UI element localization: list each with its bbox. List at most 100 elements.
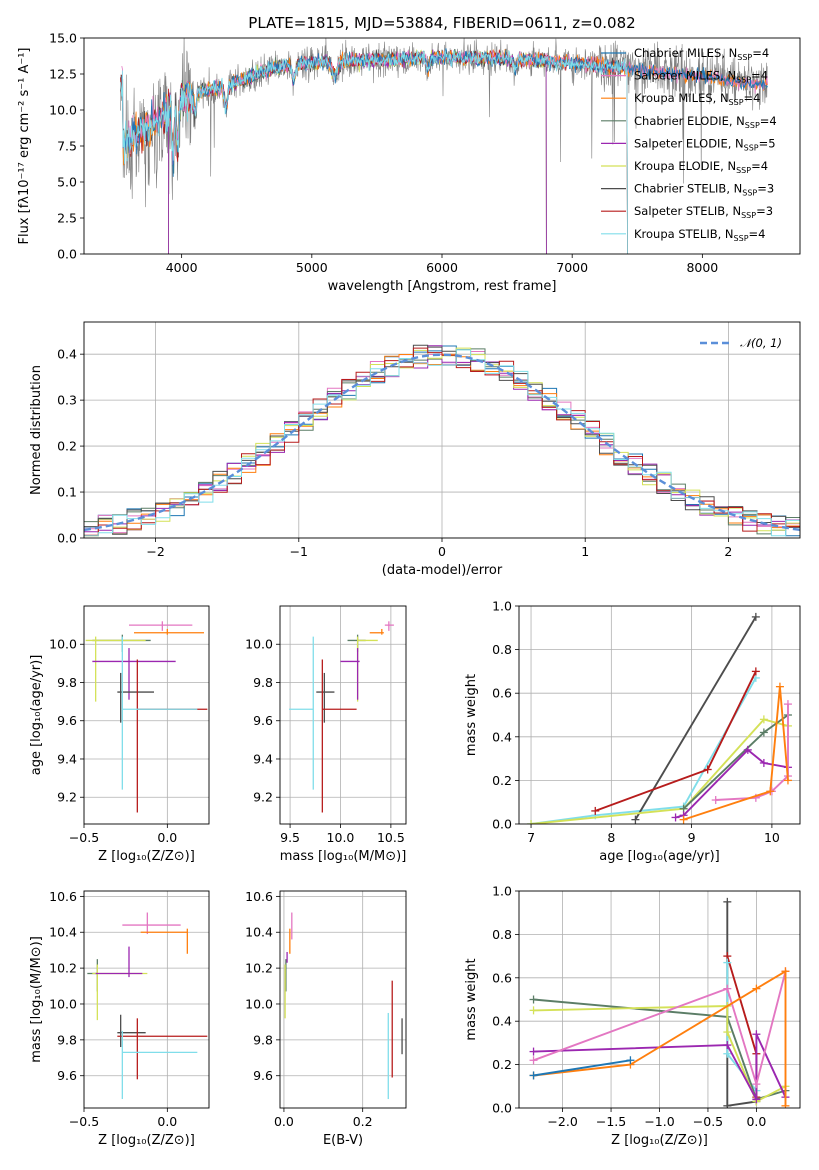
x-tick-label: −0.5 [69,1114,99,1129]
y-axis-label: mass [log₁₀(M/M⊙)] [29,936,44,1063]
x-tick-label: 9.5 [280,830,300,845]
x-tick-label: 10.0 [327,830,355,845]
errorbar-chabrier_stelib [117,1014,146,1048]
y-tick-label: 9.6 [57,713,77,728]
y-tick-label: 0.8 [492,927,512,942]
x-tick-label: 10 [764,830,780,845]
x-axis-label: Z [log₁₀(Z/Z⊙)] [611,1133,708,1148]
x-tick-label: 10.5 [377,830,405,845]
x-tick-label: −1 [290,544,308,559]
series-salpeter_stelib [591,667,760,815]
legend-entry: Salpeter ELODIE, NSSP=5 [634,136,776,152]
x-tick-label: 0 [438,544,446,559]
x-axis-label: age [log₁₀(age/yr)] [599,849,720,864]
y-tick-label: 10.0 [245,996,273,1011]
x-tick-label: −1.5 [596,1114,626,1129]
y-tick-label: 9.8 [57,1032,77,1047]
y-tick-label: 10.2 [49,961,77,976]
series-kroupa_stelib [723,958,761,1095]
errorbar-salpeter_stelib [321,659,357,813]
axes-spectrum: 4000 5000 6000 7000 8000 0.0 2.5 5.0 7.5 10.0 12.5… [17,31,801,294]
legend-entry: 𝒩(0, 1) [740,336,782,350]
errorbar-kroupa_elodie [85,636,146,702]
axes-age_vs_mass: 9.5 10.0 10.5 9.2 9.4 9.6 9.8 10.0 mass [log₁₀(M… [245,605,407,864]
x-tick-label: 4000 [166,260,198,275]
x-tick-label: 8 [607,830,615,845]
axes-mass_vs_ebv: 0.0 0.2 9.6 9.8 10.0 10.2 10.4 10.6 E(B-V) [245,889,407,1148]
y-tick-label: 9.6 [57,1068,77,1083]
y-tick-label: 0.0 [57,247,77,262]
plot-area-weight_vs_age [519,606,800,824]
errorbar-kroupa_stelib [121,636,198,790]
axes-frame [518,605,801,825]
legend-entry: Kroupa ELODIE, NSSP=4 [634,159,768,175]
x-tick-label: 0.0 [157,830,177,845]
axes-age_vs_Z: −0.5 0.0 9.2 9.4 9.6 9.8 10.0 Z [log₁₀(Z/Z⊙)] ag… [29,605,210,864]
errorbar-salpeter_miles [384,621,394,631]
x-tick-label: −0.5 [693,1114,723,1129]
y-tick-label: 0.1 [57,485,77,500]
x-tick-label: 0.0 [274,1114,294,1129]
y-axis-label: Flux [fλ10⁻¹⁷ erg cm⁻² s⁻¹ A⁻¹] [17,48,32,245]
legend-entry: Chabrier MILES, NSSP=4 [634,46,769,62]
y-tick-label: 0.6 [492,970,512,985]
series-chabrier_miles [529,1056,635,1080]
y-tick-label: 10.0 [49,996,77,1011]
series-line [533,971,787,1088]
y-tick-label: 0.4 [57,347,77,362]
axes-frame [518,890,801,1109]
errorbar-kroupa_stelib [121,1030,198,1100]
y-tick-label: 0.4 [492,1014,512,1029]
y-tick-label: 9.4 [253,751,273,766]
y-tick-label: 9.6 [253,1068,273,1083]
y-tick-label: 0.2 [57,439,77,454]
y-tick-label: 0.4 [492,729,512,744]
errorbar-kroupa_miles [369,628,384,635]
axes-weight_vs_Z: −2.0 −1.5 −1.0 −0.5 0.0 0.0 0.2 0.4 0.6 0.8 1.0 Z [… [464,884,801,1148]
legend-entry: Chabrier STELIB, NSSP=3 [634,182,774,198]
errorbar-salpeter_elodie [92,648,176,700]
x-tick-label: 0.0 [746,1114,766,1129]
errorbar-chabrier_elodie [87,959,98,992]
y-tick-label: 12.5 [49,67,77,82]
x-tick-label: 2 [724,544,732,559]
y-axis-label: mass weight [464,958,479,1040]
errorbar-kroupa_stelib [289,636,314,790]
plot-area-weight_vs_Z [519,891,800,1108]
axes-weight_vs_age: 7 8 9 10 0.0 0.2 0.4 0.6 0.8 1.0 age [log₁₀(age/yr… [464,599,801,864]
series-chabrier_stelib [631,612,760,824]
x-axis-label: Z [log₁₀(Z/Z⊙)] [98,1133,195,1148]
plot-area-age_vs_mass [280,606,406,824]
series-line [683,686,789,821]
errorbar-kroupa_miles [140,928,188,954]
x-tick-label: 7000 [556,260,588,275]
x-tick-label: −2 [146,544,164,559]
series-kroupa_elodie [527,715,792,824]
y-tick-label: 7.5 [57,139,77,154]
series-line [530,677,757,824]
plot-area-mass_vs_ebv [280,891,406,1108]
y-tick-label: 0.2 [492,773,512,788]
series-kroupa_miles [679,682,792,824]
y-tick-label: 1.0 [492,599,512,614]
axes-frame [279,890,407,1109]
y-axis-label: Normed distribution [29,365,44,495]
y-axis-label: mass weight [464,674,479,756]
model-spectrum-chabrier_stelib [120,49,628,254]
y-tick-label: 0.6 [492,686,512,701]
series-line [634,616,757,821]
x-tick-label: 7 [527,830,535,845]
errorbar-salpeter_miles [122,912,181,935]
legend-entry: Kroupa MILES, NSSP=4 [634,91,760,107]
y-tick-label: 0.8 [492,642,512,657]
x-axis-label: E(B-V) [323,1133,363,1148]
plot-area-age_vs_Z [84,606,209,824]
y-tick-label: 2.5 [57,211,77,226]
errorbar-chabrier_stelib [316,672,335,723]
x-tick-label: 9 [688,830,696,845]
errorbar-salpeter_elodie [95,946,143,978]
x-tick-label: 8000 [686,260,718,275]
model-spectrum-salpeter_stelib [120,49,628,254]
y-tick-label: 0.0 [57,531,77,546]
